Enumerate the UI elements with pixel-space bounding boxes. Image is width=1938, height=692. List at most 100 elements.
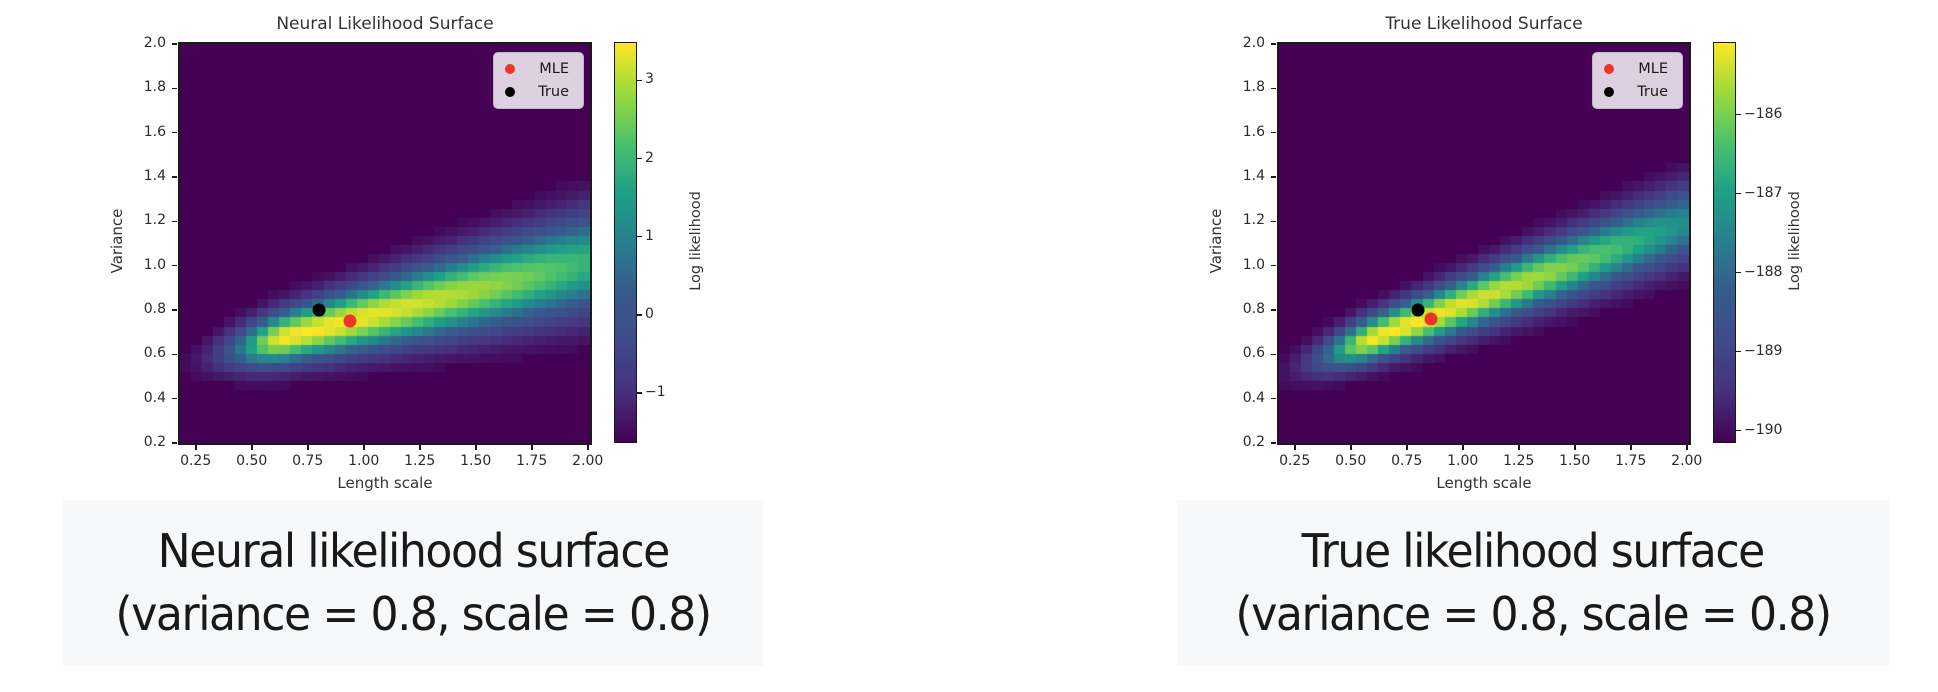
x-tick-mark xyxy=(1294,445,1296,450)
y-axis-label: Variance xyxy=(108,208,126,274)
colorbar-tick-mark xyxy=(637,392,642,394)
y-tick-mark xyxy=(172,397,177,400)
colorbar-tick-label: 0 xyxy=(645,305,654,322)
heatmap-canvas xyxy=(1279,44,1689,443)
y-tick-label: 2.0 xyxy=(143,35,166,51)
colorbar-tick-mark xyxy=(1736,350,1741,353)
colorbar-tick-label: −1 xyxy=(645,384,666,401)
y-tick-mark xyxy=(172,220,177,223)
x-axis-label: Length scale xyxy=(1436,474,1532,492)
legend-entry-true: True xyxy=(1604,84,1668,100)
x-tick-mark xyxy=(1350,445,1352,450)
y-tick-mark xyxy=(1271,87,1276,90)
legend: MLE True xyxy=(1592,52,1683,109)
legend-label-mle: MLE xyxy=(539,61,569,77)
y-tick-mark xyxy=(1271,353,1276,356)
legend-label-mle: MLE xyxy=(1638,61,1668,77)
x-tick-mark xyxy=(1462,445,1464,450)
x-tick-label: 0.50 xyxy=(236,453,268,469)
y-tick-mark xyxy=(172,131,177,134)
true-point xyxy=(312,303,326,317)
colorbar-tick-label: −188 xyxy=(1744,263,1783,280)
y-tick-label: 0.8 xyxy=(1242,301,1265,317)
legend: MLE True xyxy=(493,52,584,109)
legend-entry-true: True xyxy=(505,84,569,100)
colorbar-tick-mark xyxy=(1736,192,1741,195)
colorbar-label: Log likelihood xyxy=(688,191,704,291)
x-tick-mark xyxy=(475,445,477,450)
y-tick-mark xyxy=(1271,309,1276,311)
x-tick-label: 0.75 xyxy=(1391,453,1423,469)
true-dot-icon xyxy=(1604,87,1614,97)
x-tick-mark xyxy=(587,445,589,450)
caption-neural: Neural likelihood surface (variance = 0.… xyxy=(63,500,763,666)
y-tick-mark xyxy=(1271,442,1276,444)
colorbar-tick-mark xyxy=(637,235,642,238)
y-tick-mark xyxy=(1271,397,1276,400)
colorbar xyxy=(614,42,637,443)
y-tick-mark xyxy=(172,87,177,90)
caption-true: True likelihood surface (variance = 0.8,… xyxy=(1177,500,1889,666)
true-point xyxy=(1411,303,1425,317)
y-tick-label: 0.4 xyxy=(143,389,166,406)
heatmap-plot: MLE True xyxy=(1277,42,1691,445)
x-tick-label: 1.00 xyxy=(348,453,380,469)
x-tick-label: 0.25 xyxy=(1279,453,1311,469)
mle-point xyxy=(1424,312,1438,326)
y-tick-label: 0.2 xyxy=(1242,434,1265,450)
x-tick-mark xyxy=(1406,445,1408,450)
y-tick-label: 0.6 xyxy=(1242,345,1265,362)
x-tick-mark xyxy=(251,445,253,450)
colorbar-tick-mark xyxy=(637,79,642,82)
caption-line-2: (variance = 0.8, scale = 0.8) xyxy=(1235,587,1832,641)
caption-line-1: True likelihood surface xyxy=(1301,524,1766,578)
heatmap-canvas xyxy=(180,44,590,443)
y-tick-label: 1.2 xyxy=(1242,212,1265,229)
colorbar-tick-mark xyxy=(637,157,642,160)
x-tick-label: 1.75 xyxy=(1615,453,1647,469)
y-tick-mark xyxy=(172,353,177,356)
legend-label-true: True xyxy=(538,84,569,100)
x-tick-mark xyxy=(1630,445,1632,450)
colorbar-tick-label: −189 xyxy=(1744,342,1783,359)
y-tick-label: 1.0 xyxy=(143,256,166,273)
y-tick-label: 0.6 xyxy=(143,345,166,362)
x-tick-label: 1.75 xyxy=(516,453,548,469)
x-tick-label: 1.50 xyxy=(460,453,492,469)
y-tick-label: 1.6 xyxy=(143,123,166,140)
y-tick-label: 1.8 xyxy=(1242,79,1265,96)
colorbar-tick-label: −186 xyxy=(1744,105,1783,122)
y-tick-mark xyxy=(1271,131,1276,134)
y-tick-label: 1.0 xyxy=(1242,256,1265,273)
x-tick-mark xyxy=(195,445,197,450)
caption-line-1: Neural likelihood surface xyxy=(157,524,670,578)
colorbar xyxy=(1713,42,1736,443)
true-dot-icon xyxy=(505,87,515,97)
heatmap-plot: MLE True xyxy=(178,42,592,445)
y-tick-mark xyxy=(172,309,177,311)
x-tick-label: 1.50 xyxy=(1559,453,1591,469)
colorbar-tick-label: 1 xyxy=(645,227,654,244)
y-tick-label: 1.6 xyxy=(1242,123,1265,140)
legend-label-true: True xyxy=(1637,84,1668,100)
y-tick-label: 1.8 xyxy=(143,79,166,96)
y-tick-mark xyxy=(172,442,177,444)
y-tick-label: 0.8 xyxy=(143,301,166,317)
y-tick-label: 1.4 xyxy=(1242,168,1265,184)
x-tick-label: 0.50 xyxy=(1335,453,1367,469)
y-axis-label: Variance xyxy=(1207,208,1225,274)
plot-title: True Likelihood Surface xyxy=(1385,14,1583,34)
x-tick-mark xyxy=(531,445,533,450)
y-tick-label: 1.4 xyxy=(143,168,166,184)
y-tick-label: 2.0 xyxy=(1242,35,1265,51)
colorbar-tick-label: −187 xyxy=(1744,184,1783,201)
colorbar-tick-mark xyxy=(637,314,642,316)
x-tick-mark xyxy=(1686,445,1688,450)
x-tick-label: 1.25 xyxy=(404,453,436,469)
legend-entry-mle: MLE xyxy=(1604,61,1668,77)
x-tick-label: 0.75 xyxy=(292,453,324,469)
mle-dot-icon xyxy=(1604,64,1614,74)
y-tick-mark xyxy=(1271,176,1276,178)
y-tick-mark xyxy=(1271,220,1276,223)
colorbar-tick-mark xyxy=(1736,271,1741,274)
